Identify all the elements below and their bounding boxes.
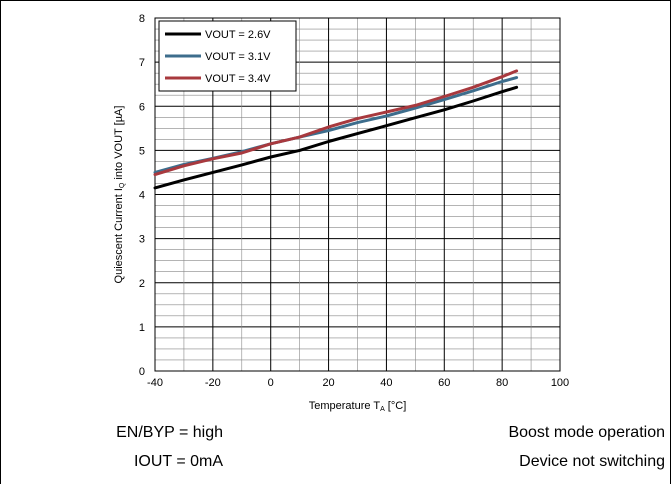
plot-border <box>154 17 561 372</box>
y-axis-label: Quiescent Current IQ into VOUT [µA] <box>113 106 126 284</box>
y-tick-label: 2 <box>139 278 145 290</box>
y-tick-label: 8 <box>139 13 145 25</box>
condition-not-switching: Device not switching <box>519 453 665 470</box>
x-tick-label: -40 <box>147 377 163 389</box>
y-tick-label: 3 <box>139 234 145 246</box>
x-tick-label: -20 <box>205 377 221 389</box>
legend-label-3: VOUT = 3.4V <box>205 73 271 85</box>
series-line-1 <box>153 85 519 190</box>
y-tick-label: 5 <box>139 145 145 157</box>
series-line-3 <box>153 69 519 177</box>
y-tick-label: 1 <box>139 322 145 334</box>
legend-label-1: VOUT = 2.6V <box>205 29 271 41</box>
legend: VOUT = 2.6V VOUT = 3.1V VOUT = 3.4V <box>158 20 297 92</box>
x-tick-label: 100 <box>551 377 569 389</box>
series-group <box>153 69 519 190</box>
y-tick-label: 0 <box>139 366 145 378</box>
legend-label-2: VOUT = 3.1V <box>205 51 271 63</box>
x-tick-label: 80 <box>496 377 508 389</box>
x-tick-label: 20 <box>322 377 334 389</box>
x-tick-label: 40 <box>380 377 392 389</box>
condition-en-byp: EN/BYP = high <box>116 424 223 441</box>
condition-boost-mode: Boost mode operation <box>508 424 665 441</box>
condition-iout: IOUT = 0mA <box>133 453 223 470</box>
y-tick-label: 6 <box>139 101 145 113</box>
x-tick-label: 60 <box>438 377 450 389</box>
x-tick-label: 0 <box>268 377 274 389</box>
y-tick-label: 4 <box>139 190 145 202</box>
x-axis-label: Temperature TA [°C] <box>309 400 407 413</box>
y-tick-label: 7 <box>139 57 145 69</box>
